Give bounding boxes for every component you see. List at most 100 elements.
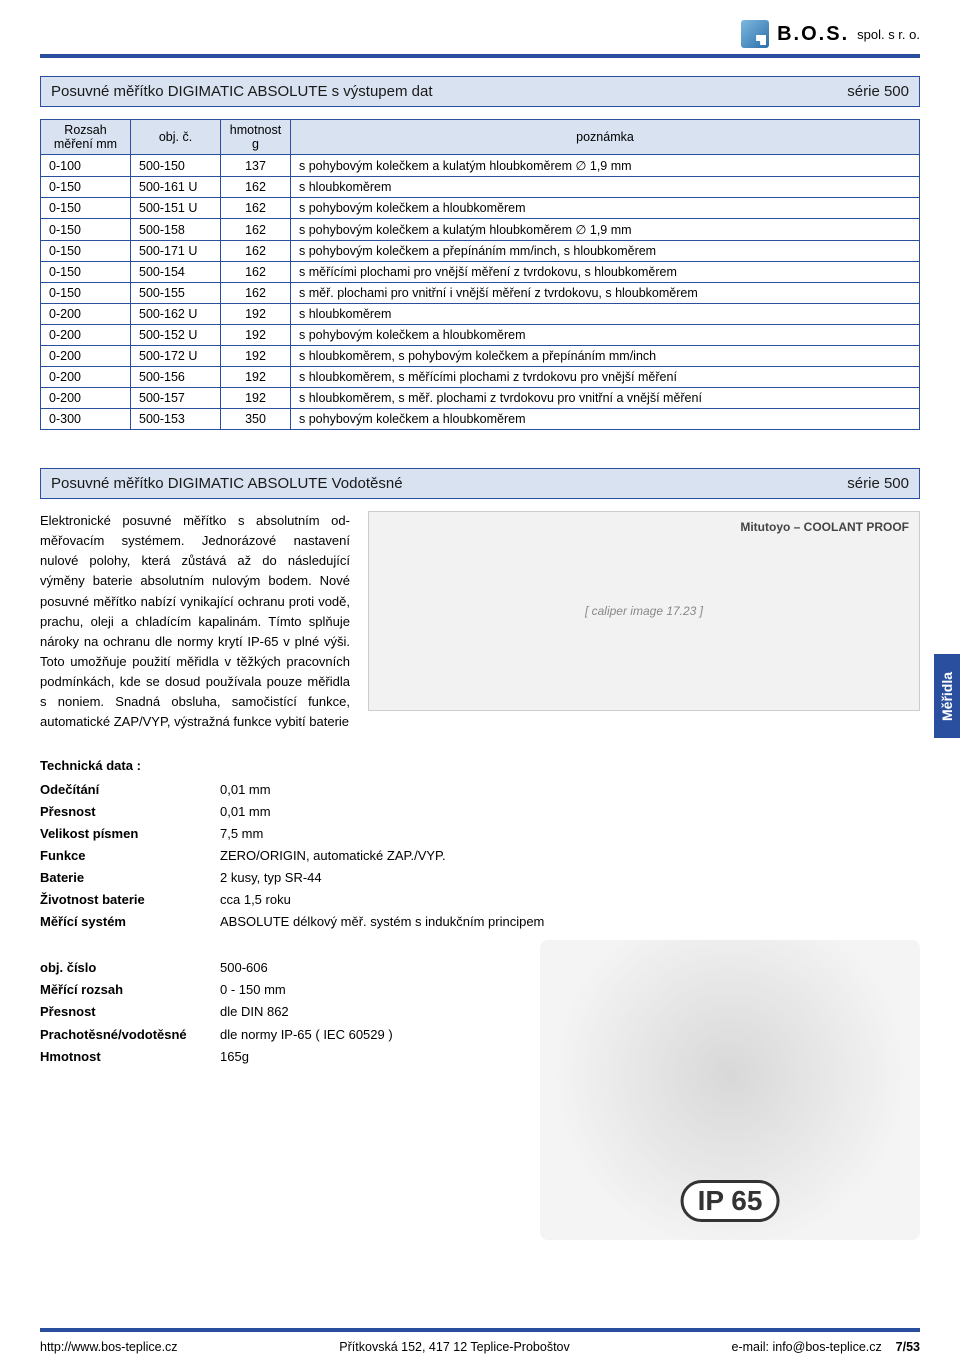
spec-label: Přesnost xyxy=(40,801,220,823)
tech-header: Technická data : xyxy=(40,755,920,777)
table-row: 0-200500-156192s hloubkoměrem, s měřícím… xyxy=(41,367,920,388)
spec-label: obj. číslo xyxy=(40,957,220,979)
company-name: B.O.S. xyxy=(777,23,849,46)
table-row: 0-200500-162 U192s hloubkoměrem xyxy=(41,304,920,325)
table-cell: 192 xyxy=(221,304,291,325)
table-cell: 162 xyxy=(221,219,291,241)
product-image-detail: IP 65 xyxy=(540,940,920,1240)
company-suffix: spol. s r. o. xyxy=(857,27,920,42)
table-cell: s hloubkoměrem, s měřícími plochami z tv… xyxy=(291,367,920,388)
table-cell: 0-150 xyxy=(41,283,131,304)
spec-label: Prachotěsné/vodotěsné xyxy=(40,1024,220,1046)
table-cell: 162 xyxy=(221,198,291,219)
table-cell: 162 xyxy=(221,283,291,304)
spec-value: dle DIN 862 xyxy=(220,1001,289,1023)
th-range: Rozsah měření mm xyxy=(41,120,131,155)
spec-value: 0,01 mm xyxy=(220,801,271,823)
spec-row: Přesnost0,01 mm xyxy=(40,801,920,823)
spec-label: Měřící systém xyxy=(40,911,220,933)
table-row: 0-200500-152 U192s pohybovým kolečkem a … xyxy=(41,325,920,346)
table-cell: s měřícími plochami pro vnější měření z … xyxy=(291,262,920,283)
table-cell: 500-156 xyxy=(131,367,221,388)
spec-value: 500-606 xyxy=(220,957,268,979)
table-cell: 0-200 xyxy=(41,304,131,325)
spec-row: FunkceZERO/ORIGIN, automatické ZAP./VYP. xyxy=(40,845,920,867)
table-cell: 162 xyxy=(221,262,291,283)
spec-label: Měřící rozsah xyxy=(40,979,220,1001)
table-cell: s měř. plochami pro vnitřní i vnější měř… xyxy=(291,283,920,304)
spec-value: 0 - 150 mm xyxy=(220,979,286,1001)
th-weight: hmotnost g xyxy=(221,120,291,155)
table-cell: s hloubkoměrem, s pohybovým kolečkem a p… xyxy=(291,346,920,367)
section2-series: série 500 xyxy=(847,475,909,492)
table-cell: 500-154 xyxy=(131,262,221,283)
spec-label: Přesnost xyxy=(40,1001,220,1023)
table-row: 0-150500-161 U162s hloubkoměrem xyxy=(41,177,920,198)
footer-address: Přítkovská 152, 417 12 Teplice-Proboštov xyxy=(339,1340,569,1354)
table-cell: 500-151 U xyxy=(131,198,221,219)
table-cell: s pohybovým kolečkem a kulatým hloubkomě… xyxy=(291,155,920,177)
ip65-badge: IP 65 xyxy=(681,1180,780,1222)
section1-series: série 500 xyxy=(847,83,909,100)
table-row: 0-150500-154162s měřícími plochami pro v… xyxy=(41,262,920,283)
table-cell: 500-172 U xyxy=(131,346,221,367)
table-cell: 500-155 xyxy=(131,283,221,304)
spec-row: Velikost písmen7,5 mm xyxy=(40,823,920,845)
product-image-caliper: [ caliper image 17.23 ] xyxy=(368,511,920,711)
spec-label: Funkce xyxy=(40,845,220,867)
description-text: Elektronické posuvné měřítko s absolutní… xyxy=(40,511,350,733)
table-cell: 192 xyxy=(221,388,291,409)
table-row: 0-150500-171 U162s pohybovým kolečkem a … xyxy=(41,241,920,262)
table1: Rozsah měření mm obj. č. hmotnost g pozn… xyxy=(40,119,920,430)
th-obj: obj. č. xyxy=(131,120,221,155)
header: B.O.S. spol. s r. o. xyxy=(40,20,920,48)
table-cell: 192 xyxy=(221,367,291,388)
spec-row: Životnost bateriecca 1,5 roku xyxy=(40,889,920,911)
table-cell: 500-152 U xyxy=(131,325,221,346)
side-tab-category: Měřidla xyxy=(934,654,960,738)
section2-bar: Posuvné měřítko DIGIMATIC ABSOLUTE Vodot… xyxy=(40,468,920,499)
table-cell: 162 xyxy=(221,177,291,198)
section1-title: Posuvné měřítko DIGIMATIC ABSOLUTE s výs… xyxy=(51,83,433,100)
table-cell: 500-171 U xyxy=(131,241,221,262)
table-cell: 350 xyxy=(221,409,291,430)
table-cell: s pohybovým kolečkem a hloubkoměrem xyxy=(291,409,920,430)
spec-value: 2 kusy, typ SR-44 xyxy=(220,867,322,889)
table-cell: 0-150 xyxy=(41,198,131,219)
spec-label: Hmotnost xyxy=(40,1046,220,1068)
table-row: 0-150500-158162s pohybovým kolečkem a ku… xyxy=(41,219,920,241)
table-cell: 137 xyxy=(221,155,291,177)
table-cell: 500-150 xyxy=(131,155,221,177)
table-cell: s hloubkoměrem, s měř. plochami z tvrdok… xyxy=(291,388,920,409)
tech-data: Technická data : Odečítání0,01 mmPřesnos… xyxy=(40,755,920,934)
table-cell: 0-200 xyxy=(41,388,131,409)
table-row: 0-100500-150137s pohybovým kolečkem a ku… xyxy=(41,155,920,177)
table-cell: 500-158 xyxy=(131,219,221,241)
table-row: 0-150500-151 U162s pohybovým kolečkem a … xyxy=(41,198,920,219)
section1-bar: Posuvné měřítko DIGIMATIC ABSOLUTE s výs… xyxy=(40,76,920,107)
page-number: 7/53 xyxy=(896,1340,920,1354)
table-row: 0-150500-155162s měř. plochami pro vnitř… xyxy=(41,283,920,304)
table-cell: 192 xyxy=(221,325,291,346)
logo-icon xyxy=(741,20,769,48)
spec-label: Velikost písmen xyxy=(40,823,220,845)
divider xyxy=(40,54,920,58)
spec-value: 165g xyxy=(220,1046,249,1068)
spec-row: Odečítání0,01 mm xyxy=(40,779,920,801)
table-cell: 0-200 xyxy=(41,325,131,346)
table-cell: 0-100 xyxy=(41,155,131,177)
table-cell: 0-150 xyxy=(41,177,131,198)
table-cell: 500-162 U xyxy=(131,304,221,325)
table-cell: 0-200 xyxy=(41,367,131,388)
table-cell: 500-161 U xyxy=(131,177,221,198)
footer-email: e-mail: info@bos-teplice.cz xyxy=(732,1340,882,1354)
spec-value: 7,5 mm xyxy=(220,823,263,845)
spec-label: Odečítání xyxy=(40,779,220,801)
table-cell: s hloubkoměrem xyxy=(291,177,920,198)
spec-value: 0,01 mm xyxy=(220,779,271,801)
table-cell: 0-150 xyxy=(41,262,131,283)
table-cell: 192 xyxy=(221,346,291,367)
th-note: poznámka xyxy=(291,120,920,155)
spec-label: Životnost baterie xyxy=(40,889,220,911)
table-cell: 0-300 xyxy=(41,409,131,430)
